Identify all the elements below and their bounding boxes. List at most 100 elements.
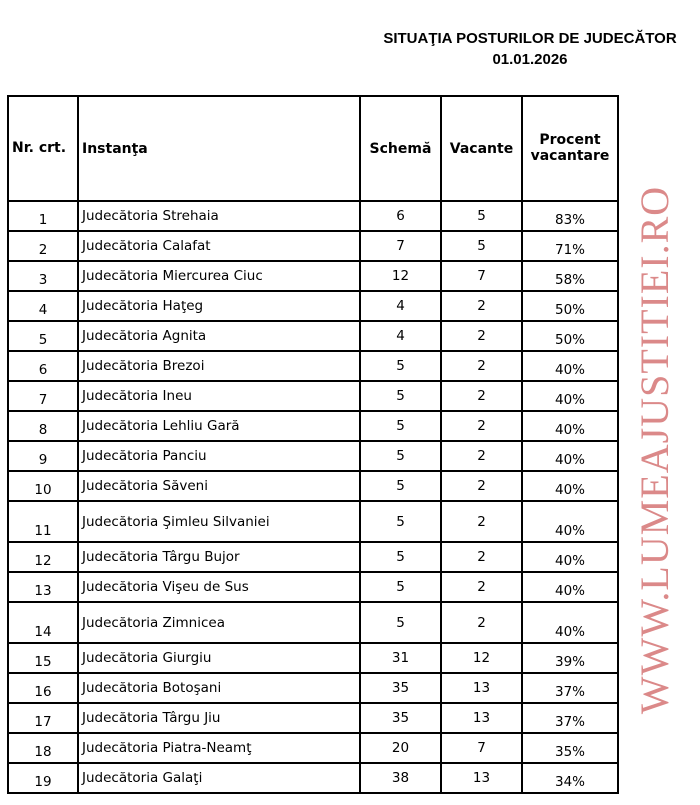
vacancy-percent: 40% xyxy=(521,571,619,603)
vacancy-percent: 34% xyxy=(521,762,619,794)
vacancy-percent: 40% xyxy=(521,601,619,644)
court-name: Judecătoria Târgu Bujor xyxy=(77,541,361,573)
court-name: Judecătoria Zimnicea xyxy=(77,601,361,644)
table-row: 6 Judecătoria Brezoi 5 2 40% xyxy=(7,350,619,382)
row-number: 19 xyxy=(7,762,79,794)
court-name: Judecătoria Vişeu de Sus xyxy=(77,571,361,603)
table-row: 11 Judecătoria Şimleu Silvaniei 5 2 40% xyxy=(7,500,619,543)
vacancies: 2 xyxy=(440,350,523,382)
court-name: Judecătoria Strehaia xyxy=(77,200,361,232)
header-vacante: Vacante xyxy=(440,95,523,202)
vacancy-percent: 40% xyxy=(521,470,619,502)
schema: 35 xyxy=(359,702,442,734)
schema: 5 xyxy=(359,500,442,543)
vacancy-percent: 50% xyxy=(521,320,619,352)
table-row: 9 Judecătoria Panciu 5 2 40% xyxy=(7,440,619,472)
table-row: 18 Judecătoria Piatra-Neamţ 20 7 35% xyxy=(7,732,619,764)
vacancy-percent: 40% xyxy=(521,500,619,543)
header-schema: Schemă xyxy=(359,95,442,202)
schema: 5 xyxy=(359,601,442,644)
vacancies: 5 xyxy=(440,200,523,232)
vacancies: 2 xyxy=(440,410,523,442)
court-name: Judecătoria Giurgiu xyxy=(77,642,361,674)
vacancy-percent: 40% xyxy=(521,380,619,412)
row-number: 2 xyxy=(7,230,79,262)
schema: 4 xyxy=(359,320,442,352)
vacancy-percent: 58% xyxy=(521,260,619,292)
vacancy-percent: 83% xyxy=(521,200,619,232)
court-name: Judecătoria Panciu xyxy=(77,440,361,472)
table-row: 17 Judecătoria Târgu Jiu 35 13 37% xyxy=(7,702,619,734)
vacancies: 2 xyxy=(440,290,523,322)
table-row: 3 Judecătoria Miercurea Ciuc 12 7 58% xyxy=(7,260,619,292)
court-name: Judecătoria Ineu xyxy=(77,380,361,412)
court-name: Judecătoria Lehliu Gară xyxy=(77,410,361,442)
schema: 35 xyxy=(359,672,442,704)
schema: 31 xyxy=(359,642,442,674)
vacancies: 7 xyxy=(440,732,523,764)
court-name: Judecătoria Haţeg xyxy=(77,290,361,322)
row-number: 3 xyxy=(7,260,79,292)
vacancies: 13 xyxy=(440,672,523,704)
table-row: 19 Judecătoria Galaţi 38 13 34% xyxy=(7,762,619,794)
row-number: 15 xyxy=(7,642,79,674)
row-number: 18 xyxy=(7,732,79,764)
vacancies: 2 xyxy=(440,320,523,352)
row-number: 7 xyxy=(7,380,79,412)
schema: 5 xyxy=(359,380,442,412)
court-name: Judecătoria Botoşani xyxy=(77,672,361,704)
row-number: 12 xyxy=(7,541,79,573)
court-name: Judecătoria Brezoi xyxy=(77,350,361,382)
row-number: 13 xyxy=(7,571,79,603)
vacancy-percent: 39% xyxy=(521,642,619,674)
court-name: Judecătoria Piatra-Neamţ xyxy=(77,732,361,764)
schema: 5 xyxy=(359,440,442,472)
table-row: 14 Judecătoria Zimnicea 5 2 40% xyxy=(7,601,619,644)
schema: 6 xyxy=(359,200,442,232)
schema: 5 xyxy=(359,350,442,382)
vacancy-table: Nr. crt. Instanţa Schemă Vacante Procent… xyxy=(7,95,619,794)
document-date: 01.01.2026 xyxy=(492,51,568,68)
header-nr: Nr. crt. xyxy=(7,95,79,202)
vacancy-percent: 40% xyxy=(521,410,619,442)
document-title: SITUAŢIA POSTURILOR DE JUDECĂTOR xyxy=(383,30,677,47)
schema: 20 xyxy=(359,732,442,764)
row-number: 17 xyxy=(7,702,79,734)
table-row: 16 Judecătoria Botoşani 35 13 37% xyxy=(7,672,619,704)
vacancy-percent: 71% xyxy=(521,230,619,262)
table-row: 12 Judecătoria Târgu Bujor 5 2 40% xyxy=(7,541,619,573)
table-row: 7 Judecătoria Ineu 5 2 40% xyxy=(7,380,619,412)
vacancy-percent: 35% xyxy=(521,732,619,764)
table-header-row: Nr. crt. Instanţa Schemă Vacante Procent… xyxy=(7,95,619,202)
schema: 38 xyxy=(359,762,442,794)
row-number: 1 xyxy=(7,200,79,232)
schema: 5 xyxy=(359,470,442,502)
vacancy-percent: 40% xyxy=(521,541,619,573)
vacancies: 2 xyxy=(440,500,523,543)
row-number: 6 xyxy=(7,350,79,382)
row-number: 16 xyxy=(7,672,79,704)
header-instanta: Instanţa xyxy=(77,95,361,202)
vacancies: 2 xyxy=(440,571,523,603)
vacancies: 13 xyxy=(440,762,523,794)
table-row: 4 Judecătoria Haţeg 4 2 50% xyxy=(7,290,619,322)
row-number: 10 xyxy=(7,470,79,502)
table-row: 5 Judecătoria Agnita 4 2 50% xyxy=(7,320,619,352)
table-row: 2 Judecătoria Calafat 7 5 71% xyxy=(7,230,619,262)
schema: 4 xyxy=(359,290,442,322)
table-row: 13 Judecătoria Vişeu de Sus 5 2 40% xyxy=(7,571,619,603)
row-number: 8 xyxy=(7,410,79,442)
court-name: Judecătoria Galaţi xyxy=(77,762,361,794)
schema: 5 xyxy=(359,410,442,442)
vacancies: 2 xyxy=(440,440,523,472)
table-row: 1 Judecătoria Strehaia 6 5 83% xyxy=(7,200,619,232)
schema: 7 xyxy=(359,230,442,262)
vacancies: 5 xyxy=(440,230,523,262)
vacancies: 2 xyxy=(440,380,523,412)
table-row: 8 Judecătoria Lehliu Gară 5 2 40% xyxy=(7,410,619,442)
table-row: 15 Judecătoria Giurgiu 31 12 39% xyxy=(7,642,619,674)
court-name: Judecătoria Agnita xyxy=(77,320,361,352)
row-number: 14 xyxy=(7,601,79,644)
schema: 12 xyxy=(359,260,442,292)
schema: 5 xyxy=(359,571,442,603)
